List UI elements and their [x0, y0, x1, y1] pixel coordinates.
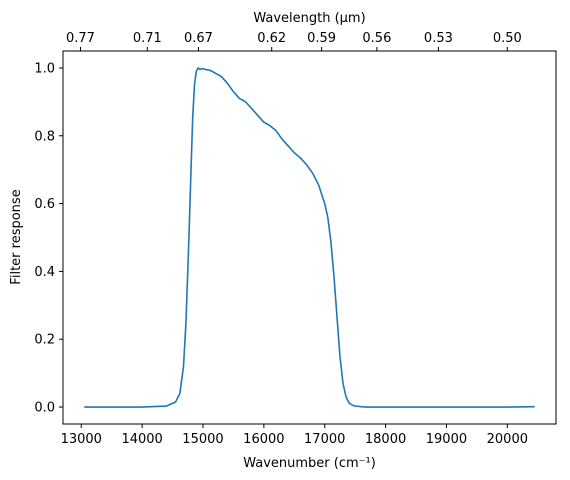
- y-tick-label: 0.0: [34, 401, 55, 416]
- top-x-axis: 0.77 0.71 0.67 0.62 0.59 0.56 0.53 0.50: [66, 31, 522, 51]
- top-tick-label: 0.50: [493, 31, 522, 46]
- series-line-0: [84, 67, 535, 408]
- x-tick-label: 18000: [365, 432, 406, 447]
- y-axis: 0.0 0.2 0.4 0.6 0.8 1.0: [34, 61, 63, 416]
- y-tick-label: 0.2: [34, 333, 55, 348]
- top-tick-label: 0.77: [66, 31, 95, 46]
- x-axis-title: Wavenumber (cm⁻¹): [243, 456, 376, 471]
- top-tick-label: 0.59: [307, 31, 336, 46]
- top-axis-title: Wavelength (μm): [253, 11, 365, 26]
- top-tick-label: 0.71: [133, 31, 162, 46]
- top-tick-label: 0.56: [362, 31, 391, 46]
- plot-frame: [62, 50, 557, 425]
- x-tick-label: 20000: [487, 432, 528, 447]
- x-tick-label: 13000: [61, 432, 102, 447]
- x-tick-label: 15000: [182, 432, 223, 447]
- y-tick-label: 1.0: [34, 61, 55, 76]
- y-tick-label: 0.8: [34, 129, 55, 144]
- x-tick-label: 14000: [121, 432, 162, 447]
- y-tick-label: 0.4: [34, 265, 55, 280]
- y-tick-label: 0.6: [34, 197, 55, 212]
- y-axis-title: Filter response: [9, 189, 24, 284]
- top-tick-label: 0.67: [184, 31, 213, 46]
- top-tick-label: 0.53: [424, 31, 453, 46]
- bottom-x-axis: 13000 14000 15000 16000 17000 18000 19000 20000: [61, 424, 528, 447]
- x-tick-label: 16000: [243, 432, 284, 447]
- top-tick-label: 0.62: [257, 31, 286, 46]
- x-tick-label: 17000: [304, 432, 345, 447]
- plot-area: [84, 67, 535, 408]
- x-tick-label: 19000: [426, 432, 467, 447]
